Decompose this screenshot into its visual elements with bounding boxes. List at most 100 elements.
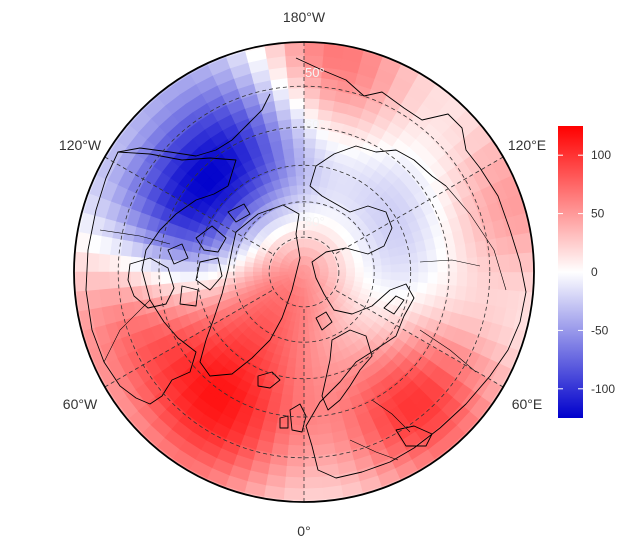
field-cell [303,366,314,378]
map-boundary [73,41,535,503]
field-cell [293,157,305,168]
field-cell [296,185,305,196]
field-cell [303,138,316,150]
field-cell [295,176,305,187]
field-cell [434,283,447,298]
field-cell [141,243,154,260]
field-cell [293,376,305,387]
coastlines [85,57,527,479]
field-cell [109,271,122,290]
field-cell [315,402,330,415]
field-cell [275,109,292,122]
field-cell [416,281,428,294]
field-cell [311,176,321,188]
lon-label-120e: 120°E [508,137,546,153]
field-cell [313,148,326,160]
field-cell [282,148,295,160]
field-cell [286,454,305,467]
field-cell [303,43,325,57]
field-cell [288,347,298,359]
field-cell [284,476,305,489]
field-cell [466,271,478,288]
field-cell [408,261,419,273]
field-cell [303,476,324,489]
colorbar-tick-label: 50 [591,207,605,221]
field-cell [208,263,219,273]
field-cell [285,365,297,377]
field-cell [303,487,325,501]
field-cell [303,376,315,387]
field-cell [380,271,391,280]
hudson-bay-coast [127,257,175,309]
field-cell [476,271,489,289]
lon-label-0: 0° [297,523,310,539]
field-cell [280,138,294,151]
graticule-circle-80 [268,236,340,308]
field-cell [436,271,448,285]
field-cell [261,268,272,273]
field-cell [235,265,246,273]
field-cell [454,243,467,260]
field-cell [179,271,191,284]
field-cell [189,271,200,283]
field-cell [303,348,312,359]
field-cell [454,284,467,301]
field-cell [336,271,347,276]
svalbard-coast [315,311,333,331]
field-cell [406,280,419,293]
graticule-meridian-60 [333,289,504,388]
lon-label-120w: 120°W [59,137,102,153]
field-cell [292,385,305,397]
field-cell [379,278,391,288]
field-cell [345,271,356,277]
field-cell [309,194,318,205]
colorbar: 100 50 0 -50 -100 [558,126,615,418]
field-cell [303,404,317,416]
field-cell [303,166,314,178]
field-cell [287,444,305,457]
field-cell [417,260,429,273]
field-cell [303,185,312,196]
field-cell [283,43,305,57]
eurasia-coast [295,57,527,479]
lat-label-80: 80° [305,214,325,229]
field-cell [371,271,382,280]
anomaly-field [74,42,534,502]
field-cell [417,271,429,284]
field-cell [389,271,400,281]
field-cell [303,157,315,168]
north-america-coast [85,151,237,405]
field-cell [398,271,410,282]
colorbar-tick-label: -100 [591,382,615,396]
field-cell [425,248,438,262]
field-cell [295,357,305,368]
field-cell [416,250,428,263]
graticule-circle-60 [196,164,412,380]
field-cell [286,77,305,90]
field-cell [300,304,305,315]
field-cell [288,434,305,446]
field-cell [303,98,320,110]
field-cell [141,284,154,301]
field-cell [109,254,122,273]
field-cell [303,385,316,397]
lon-label-60w: 60°W [63,396,98,412]
field-cell [150,271,162,286]
field-cell [380,264,391,273]
field-cell [294,166,305,178]
field-cell [508,271,521,292]
field-cell [292,147,305,159]
field-cell [292,394,305,406]
graticule-meridian-120 [333,156,504,255]
field-cell [299,313,305,324]
field-cell [87,252,100,273]
black-sea-coast [395,425,433,447]
field-cell [303,203,311,214]
graticule [104,42,504,502]
field-cell [314,138,328,151]
field-cell [303,394,316,406]
field-cell [303,454,322,467]
field-cell [425,282,438,296]
lon-label-60e: 60°E [512,396,543,412]
